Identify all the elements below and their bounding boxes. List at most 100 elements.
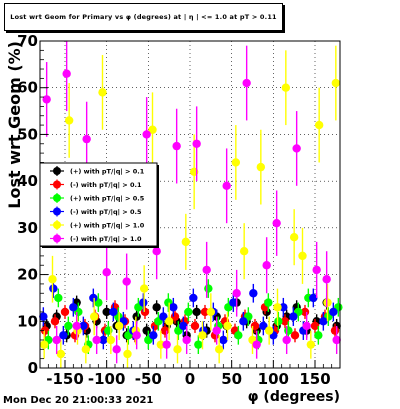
data-point <box>40 326 50 335</box>
data-point <box>249 289 258 298</box>
data-point <box>272 218 281 228</box>
data-point <box>223 321 232 331</box>
data-point <box>184 307 193 317</box>
data-point <box>64 116 74 125</box>
series-5 <box>42 41 341 364</box>
data-point <box>139 298 148 307</box>
data-point <box>289 312 298 321</box>
legend-box <box>39 162 158 247</box>
legend-label: (+) with pT/|q| > 0.1 <box>70 168 145 177</box>
data-point <box>332 335 341 345</box>
data-point <box>172 141 181 151</box>
data-point <box>72 321 81 331</box>
data-point <box>181 237 191 247</box>
data-point <box>242 78 251 88</box>
legend-label: (-) with pT/|q| > 0.1 <box>70 181 142 190</box>
data-point <box>162 340 171 349</box>
data-point <box>122 277 131 286</box>
data-point <box>98 88 107 97</box>
data-point <box>123 349 132 359</box>
series-4 <box>39 45 341 368</box>
data-point <box>314 331 323 340</box>
legend-label: (+) with pT/|q| > 0.5 <box>70 195 145 204</box>
legend-marker <box>53 167 61 175</box>
data-point <box>194 340 203 349</box>
legend-label: (-) with pT/|q| > 0.5 <box>70 208 142 217</box>
data-point <box>252 340 261 349</box>
data-point <box>102 268 111 277</box>
data-point <box>60 307 70 317</box>
data-point <box>319 317 328 326</box>
data-point <box>256 162 266 172</box>
y-axis-label: Lost wrt Geom (%) <box>5 41 24 209</box>
data-point <box>284 326 293 335</box>
data-point <box>112 345 121 354</box>
x-tick-label: 150 <box>299 370 330 388</box>
data-point <box>62 69 71 78</box>
data-point <box>42 95 51 104</box>
data-point <box>204 284 213 293</box>
data-point <box>281 83 291 92</box>
legend-label: (-) with pT/|q| > 1.0 <box>70 235 142 244</box>
data-point <box>69 303 78 312</box>
data-point <box>160 326 170 335</box>
legend-marker <box>53 194 61 202</box>
data-point <box>231 158 241 167</box>
data-point <box>229 298 238 307</box>
x-tick-label: -100 <box>88 370 126 388</box>
data-point <box>169 303 178 312</box>
x-tick-label: -50 <box>135 370 162 388</box>
data-point <box>219 335 228 345</box>
y-tick-label: 30 <box>17 219 38 237</box>
data-point <box>222 181 231 191</box>
data-point <box>264 298 273 307</box>
data-point <box>289 233 299 242</box>
data-point <box>148 125 157 134</box>
x-tick-label: 0 <box>185 370 195 388</box>
data-point <box>149 331 158 340</box>
data-point <box>314 120 324 130</box>
data-point <box>214 345 224 354</box>
data-point <box>330 326 340 335</box>
data-point <box>264 326 274 335</box>
data-point <box>81 345 91 354</box>
data-point <box>82 134 91 144</box>
data-point <box>139 284 149 293</box>
data-point <box>189 293 198 303</box>
y-tick-label: 10 <box>17 312 38 330</box>
x-axis-label: φ (degrees) <box>248 389 340 405</box>
y-tick-label: 20 <box>17 266 38 284</box>
data-point <box>200 307 210 317</box>
data-point <box>290 331 300 340</box>
data-point <box>234 331 243 340</box>
data-point <box>173 345 182 354</box>
data-point <box>54 293 63 303</box>
data-point <box>202 265 211 275</box>
data-point <box>49 284 58 293</box>
data-point <box>280 317 290 326</box>
y-tick-label: 70 <box>17 32 38 50</box>
data-point <box>106 335 116 345</box>
data-point <box>322 275 331 284</box>
data-point <box>306 340 316 349</box>
data-point <box>132 331 141 340</box>
data-point <box>206 307 216 317</box>
data-point <box>56 349 66 359</box>
data-point <box>102 307 111 317</box>
footer-timestamp: Mon Dec 20 21:00:33 2021 <box>3 395 154 406</box>
data-point <box>164 317 174 326</box>
data-point <box>274 317 283 326</box>
data-point <box>179 321 188 331</box>
data-point <box>312 265 321 275</box>
data-point <box>89 312 99 321</box>
data-point <box>114 321 124 331</box>
series-3 <box>39 279 338 350</box>
data-point <box>331 78 341 88</box>
data-point <box>192 139 201 148</box>
data-point <box>262 261 271 270</box>
data-point <box>298 251 307 261</box>
data-point <box>39 312 48 321</box>
data-point <box>109 307 118 317</box>
x-tick-label: 100 <box>258 370 289 388</box>
